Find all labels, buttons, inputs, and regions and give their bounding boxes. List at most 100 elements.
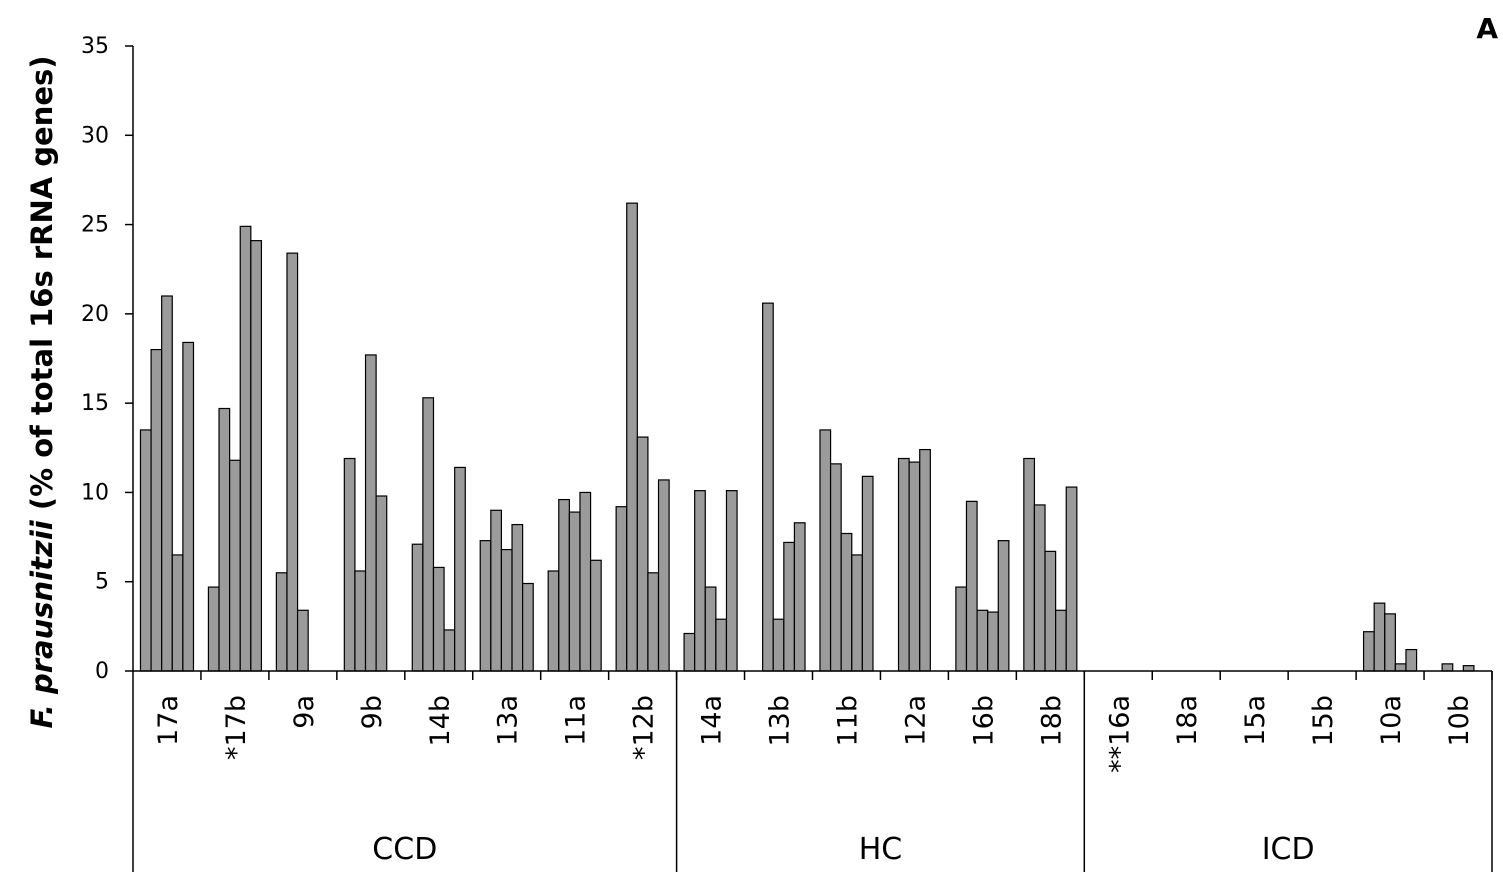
bar: [522, 582, 534, 672]
bar: [840, 532, 853, 672]
bar: [490, 509, 503, 672]
bar: [343, 457, 356, 672]
bar: [432, 566, 445, 672]
bar: [250, 240, 263, 672]
group-label: ICD: [1262, 832, 1315, 867]
bar: [704, 586, 717, 672]
x-category-label: 11a: [561, 695, 592, 746]
bar: [150, 348, 163, 672]
x-category-labels: 17a *17b 9a 9b 14b 13a 11a *12b 14a 13b 11b 12a 16b 1…: [153, 671, 1493, 773]
y-tick-label: 30: [81, 123, 109, 148]
bar: [275, 572, 288, 672]
x-category-label: **16a: [1104, 695, 1135, 773]
bar: [793, 522, 806, 672]
bar: [1044, 550, 1057, 672]
bar: [589, 559, 602, 672]
bar: [725, 490, 738, 672]
y-axis-title: F. prausnitzii (% of total 16s rRNA gene…: [25, 55, 59, 728]
bar: [218, 407, 231, 672]
bar: [861, 475, 874, 672]
bar: [1462, 665, 1475, 672]
bar: [919, 448, 931, 672]
y-tick-label: 10: [81, 480, 109, 505]
bar: [976, 609, 989, 672]
bar: [1055, 609, 1067, 672]
bar: [997, 540, 1010, 672]
bar: [354, 570, 367, 672]
bar: [647, 572, 660, 672]
bar: [511, 523, 524, 672]
x-category-label: 18b: [1036, 695, 1067, 747]
panel-letter: A: [1476, 12, 1498, 45]
bar: [161, 295, 173, 672]
bar: [615, 506, 628, 672]
x-category-label: *12b: [629, 695, 660, 760]
bar: [364, 354, 377, 672]
bar: [479, 540, 492, 672]
y-tick-label: 35: [81, 34, 109, 59]
bar: [715, 618, 728, 672]
bar: [443, 629, 456, 672]
x-category-label: *17b: [221, 695, 252, 760]
y-tick-label: 25: [81, 213, 109, 238]
bar: [683, 632, 696, 672]
bar: [783, 541, 796, 672]
bar: [1362, 631, 1375, 672]
y-tick-label: 20: [81, 302, 109, 327]
bar: [908, 461, 921, 672]
bar: [239, 225, 252, 672]
bar: [1384, 613, 1396, 672]
bar: [229, 459, 241, 672]
x-category-label: 14a: [697, 695, 728, 746]
x-category-label: 10a: [1376, 695, 1407, 746]
bar: [1023, 457, 1036, 672]
bars-layer: [139, 202, 1475, 672]
bar: [1033, 504, 1046, 672]
bar: [454, 466, 466, 672]
y-ticks: 0 5 10 15 20 25 30 35: [81, 34, 133, 684]
axes-layer: [132, 46, 1492, 872]
x-category-label: 10b: [1444, 695, 1475, 747]
bar: [1405, 648, 1418, 672]
y-tick-label: 15: [81, 391, 109, 416]
group-label: HC: [859, 832, 903, 867]
bar: [558, 498, 570, 672]
bar: [286, 252, 299, 672]
x-category-label: 12a: [900, 695, 931, 746]
bar: [375, 495, 388, 672]
x-category-label: 16b: [968, 695, 999, 747]
bar: [772, 618, 785, 672]
bar: [182, 341, 195, 672]
bar: [987, 611, 999, 672]
bar: [139, 429, 152, 672]
bar: [568, 511, 581, 672]
bar: [296, 609, 309, 672]
bar: [500, 548, 513, 672]
bar: [411, 543, 424, 672]
y-tick-label: 5: [95, 570, 109, 595]
y-axis-title-rest: (% of total 16s rRNA genes): [25, 55, 59, 520]
x-category-label: 17a: [153, 695, 184, 746]
bar: [1373, 602, 1386, 672]
bar: [636, 436, 649, 672]
bar: [762, 302, 774, 672]
x-category-label: 9b: [357, 695, 388, 729]
bar: [694, 490, 706, 672]
y-tick-label: 0: [95, 659, 109, 684]
group-dividers-and-labels: CCD HC ICD: [372, 671, 1493, 872]
x-category-label: 13a: [493, 695, 524, 746]
x-category-label: 14b: [425, 695, 456, 747]
bar: [955, 586, 968, 672]
bar: [207, 586, 220, 672]
bar: [657, 479, 670, 672]
bar: [1065, 486, 1078, 672]
x-category-label: 13b: [765, 695, 796, 747]
bar: [547, 570, 560, 672]
bar: [829, 463, 842, 672]
x-category-label: 15b: [1308, 695, 1339, 747]
bar: [626, 202, 638, 672]
y-axis-title-italic: F. prausnitzii: [25, 519, 59, 728]
group-label: CCD: [372, 832, 437, 867]
bar: [965, 500, 978, 672]
